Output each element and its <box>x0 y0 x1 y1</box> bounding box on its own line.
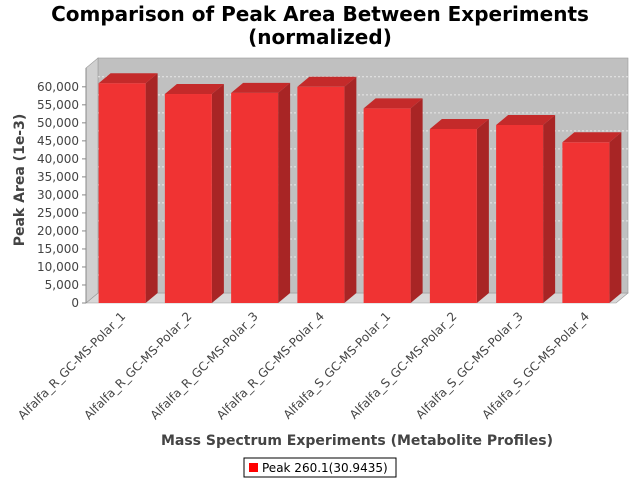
bar <box>164 84 224 304</box>
bar <box>297 76 357 303</box>
y-tick-label: 25,000 <box>37 206 79 220</box>
bar <box>98 73 158 303</box>
y-tick-label: 15,000 <box>37 242 79 256</box>
x-axis-label: Mass Spectrum Experiments (Metabolite Pr… <box>161 433 553 449</box>
y-tick-label: 45,000 <box>37 134 79 148</box>
x-tick-label: Alfalfa_S_GC-MS-Polar_4 <box>479 309 592 422</box>
bar-front <box>496 125 544 303</box>
bar-front <box>231 92 279 303</box>
bar-front <box>562 142 610 303</box>
bar-top <box>297 76 357 87</box>
y-tick-label: 0 <box>71 296 79 310</box>
bar-side <box>543 115 556 303</box>
x-tick-label: Alfalfa_R_GC-MS-Polar_4 <box>214 309 327 422</box>
bar-side <box>145 73 158 303</box>
bar-top <box>496 115 556 126</box>
bar-top <box>164 84 224 95</box>
bar-side <box>278 82 291 303</box>
chart-title-line: Comparison of Peak Area Between Experime… <box>51 2 589 26</box>
legend-swatch <box>249 463 258 472</box>
x-axis: Alfalfa_R_GC-MS-Polar_1Alfalfa_R_GC-MS-P… <box>15 309 592 422</box>
y-tick-label: 60,000 <box>37 80 79 94</box>
bar <box>429 118 489 303</box>
bar-top <box>231 82 291 93</box>
bar-front <box>363 108 411 303</box>
bar-top <box>562 132 622 143</box>
y-tick-label: 50,000 <box>37 116 79 130</box>
y-tick-label: 10,000 <box>37 260 79 274</box>
bar-front <box>164 94 212 304</box>
bar-top <box>98 73 158 84</box>
bar-front <box>98 83 146 303</box>
bar <box>562 132 622 303</box>
x-tick-label: Alfalfa_R_GC-MS-Polar_2 <box>81 309 194 422</box>
plot-side-wall <box>85 57 99 304</box>
y-tick-label: 5,000 <box>45 278 79 292</box>
bar-side <box>211 84 224 304</box>
bar-front <box>429 128 477 303</box>
legend-box <box>243 457 397 478</box>
y-tick-label: 20,000 <box>37 224 79 238</box>
bar-top <box>429 118 489 129</box>
chart-title-line: (normalized) <box>248 25 392 49</box>
y-tick-label: 30,000 <box>37 188 79 202</box>
y-tick-label: 40,000 <box>37 152 79 166</box>
y-axis: 0 5,000 10,000 15,000 20,000 25,000 30,000 35,0… <box>37 68 87 310</box>
bar-side <box>476 118 489 303</box>
legend: Peak 260.1(30.9435) <box>243 457 397 478</box>
bar-side <box>410 98 423 303</box>
y-tick-label: 55,000 <box>37 98 79 112</box>
x-tick-label: Alfalfa_S_GC-MS-Polar_3 <box>413 309 526 422</box>
bar <box>496 115 556 303</box>
bar <box>231 82 291 303</box>
y-tick-label: 35,000 <box>37 170 79 184</box>
x-tick-label: Alfalfa_R_GC-MS-Polar_1 <box>15 309 128 422</box>
bar-side <box>609 132 622 303</box>
legend-label: Peak 260.1(30.9435) <box>262 461 388 475</box>
x-tick-label: Alfalfa_S_GC-MS-Polar_1 <box>281 309 394 422</box>
bar-front <box>297 86 345 303</box>
bars <box>98 73 622 304</box>
y-axis-label: Peak Area (1e-3) <box>12 114 28 247</box>
bar-side <box>344 76 357 303</box>
x-tick-label: Alfalfa_R_GC-MS-Polar_3 <box>148 309 261 422</box>
x-tick-label: Alfalfa_S_GC-MS-Polar_2 <box>347 309 460 422</box>
bar <box>363 98 423 303</box>
chart-title: Comparison of Peak Area Between Experime… <box>51 2 589 49</box>
bar-top <box>363 98 423 109</box>
